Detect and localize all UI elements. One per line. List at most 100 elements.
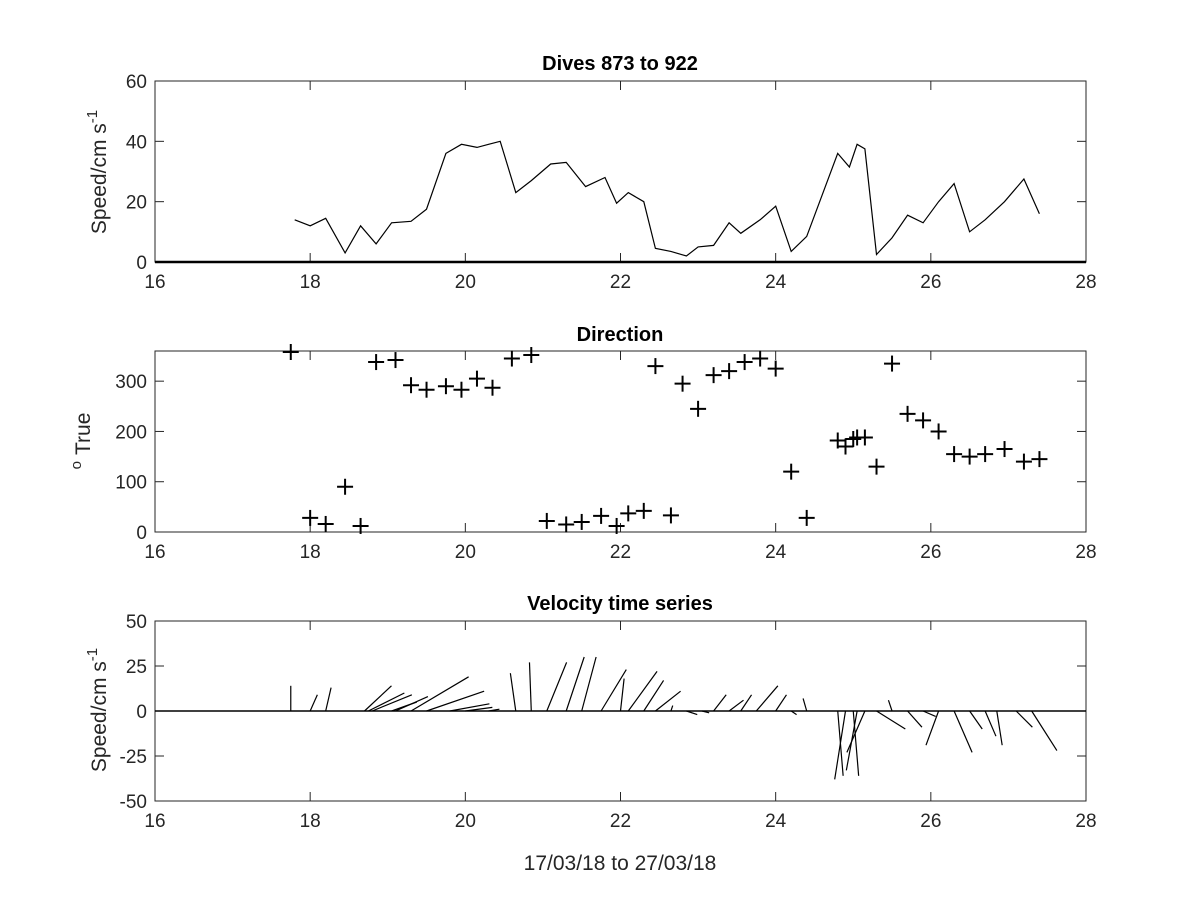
velocity-xtick-label: 18 <box>300 811 321 832</box>
direction-point <box>503 350 520 367</box>
velocity-stick <box>1031 710 1058 751</box>
direction-point <box>403 377 420 394</box>
velocity-ytick-label: -25 <box>120 747 147 768</box>
velocity-panel-ylabel: Speed/cm s-1 <box>84 648 111 772</box>
direction-point <box>721 363 738 380</box>
velocity-xtick-label: 16 <box>144 811 165 832</box>
velocity-stick <box>713 694 727 712</box>
velocity-stick <box>528 662 532 712</box>
speed-xtick-label: 26 <box>920 272 941 293</box>
direction-point <box>662 507 679 524</box>
direction-point <box>1031 451 1048 468</box>
speed-xtick-label: 18 <box>300 272 321 293</box>
velocity-stick <box>391 701 418 712</box>
velocity-stick <box>449 703 490 712</box>
velocity-stick <box>410 676 469 712</box>
speed-ytick-label: 20 <box>126 193 147 214</box>
velocity-xtick-label: 24 <box>765 811 787 832</box>
direction-point <box>647 358 664 375</box>
velocity-stick <box>670 705 674 712</box>
direction-point <box>845 430 862 447</box>
speed-panel-ylabel: Speed/cm s-1 <box>84 110 111 234</box>
direction-point <box>856 429 873 446</box>
speed-xtick-label: 28 <box>1075 272 1096 293</box>
direction-point <box>558 516 575 533</box>
direction-xtick-label: 24 <box>765 542 787 563</box>
direction-point <box>674 375 691 392</box>
speed-series-line <box>294 140 1040 257</box>
velocity-stick <box>969 710 983 730</box>
direction-ytick-label: 100 <box>115 473 147 494</box>
velocity-stick <box>846 710 866 753</box>
speed-panel-ylabel-sup: -1 <box>84 110 101 123</box>
direction-point <box>837 438 854 455</box>
speed-panel-ylabel-text: Speed/cm s <box>88 123 111 234</box>
direction-point <box>317 515 334 532</box>
velocity-ytick-label: -50 <box>120 792 147 813</box>
direction-panel-ylabel: o True <box>68 413 95 470</box>
direction-point <box>961 448 978 465</box>
direction-point <box>798 509 815 526</box>
direction-point <box>977 446 994 463</box>
speed-ytick-label: 0 <box>136 253 147 274</box>
velocity-stick <box>755 685 779 712</box>
velocity-stick <box>364 685 392 712</box>
velocity-stick <box>876 710 906 730</box>
direction-point <box>783 463 800 480</box>
velocity-stick <box>509 673 517 712</box>
velocity-stick <box>852 710 860 776</box>
speed-xtick-label: 16 <box>144 272 165 293</box>
direction-point <box>899 405 916 422</box>
direction-panel-title: Direction <box>577 324 664 346</box>
direction-point <box>884 355 901 372</box>
velocity-stick <box>581 656 597 712</box>
direction-ytick-label: 0 <box>136 523 147 544</box>
velocity-stick <box>309 694 318 712</box>
velocity-stick <box>643 680 665 712</box>
direction-point <box>352 517 369 534</box>
speed-ytick-label: 60 <box>126 72 147 93</box>
velocity-stick <box>775 694 787 712</box>
direction-xtick-label: 20 <box>455 542 476 563</box>
speed-xtick-label: 22 <box>610 272 631 293</box>
direction-point <box>593 507 610 524</box>
velocity-xtick-label: 22 <box>610 811 631 832</box>
direction-point <box>915 412 932 429</box>
direction-point <box>337 478 354 495</box>
direction-xtick-label: 16 <box>144 542 165 563</box>
direction-ytick-label: 200 <box>115 422 147 443</box>
velocity-ytick-label: 0 <box>136 702 147 723</box>
velocity-stick <box>907 710 923 728</box>
velocity-stick <box>655 690 681 712</box>
velocity-stick <box>922 710 936 717</box>
direction-panel: Direction o True 16 18 20 22 24 26 28 0 100 200 300 <box>68 324 1097 563</box>
direction-point <box>437 378 454 395</box>
direction-point <box>468 370 485 387</box>
velocity-stick <box>740 694 753 712</box>
velocity-xtick-label: 20 <box>455 811 476 832</box>
velocity-stick <box>701 710 710 714</box>
direction-xtick-label: 18 <box>300 542 321 563</box>
velocity-stick <box>984 710 997 737</box>
direction-panel-ylabel-sup: o <box>68 461 85 469</box>
velocity-stick <box>565 656 585 712</box>
velocity-stick <box>488 708 500 712</box>
direction-point <box>868 458 885 475</box>
direction-point <box>608 517 625 534</box>
velocity-stick <box>790 710 797 716</box>
direction-xtick-label: 26 <box>920 542 941 563</box>
direction-point <box>368 354 385 371</box>
velocity-stick <box>953 710 973 753</box>
velocity-stick <box>546 662 568 712</box>
direction-point <box>302 509 319 526</box>
direction-point <box>620 505 637 522</box>
velocity-stick <box>627 671 658 712</box>
velocity-stick <box>887 700 893 712</box>
velocity-stick <box>834 710 847 780</box>
velocity-panel-xlabel: 17/03/18 to 27/03/18 <box>524 852 717 875</box>
direction-point <box>752 350 769 367</box>
velocity-stick <box>426 690 485 712</box>
direction-ytick-label: 300 <box>115 372 147 393</box>
